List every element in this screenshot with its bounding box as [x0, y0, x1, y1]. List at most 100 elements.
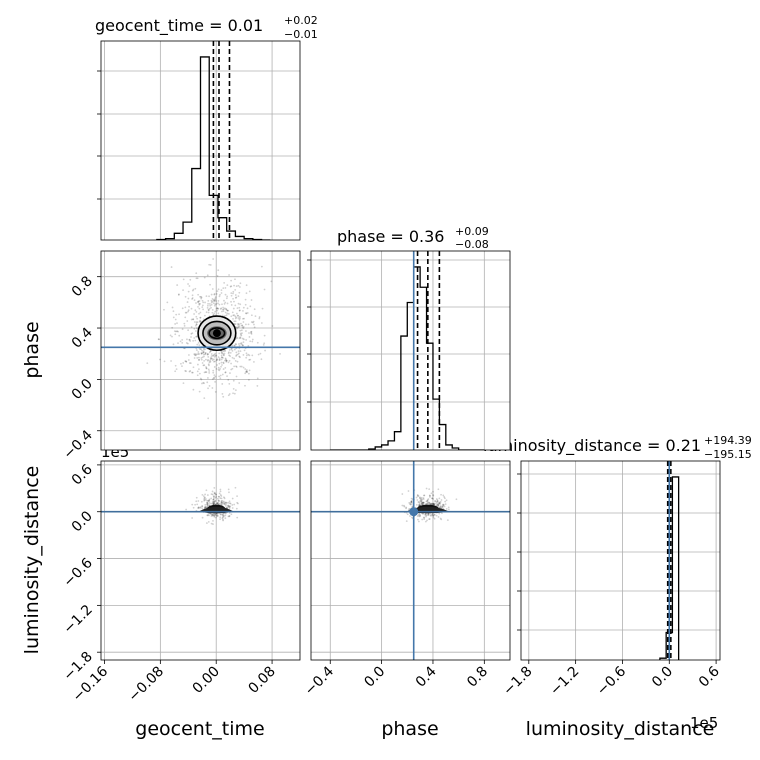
scatter-point — [238, 355, 241, 358]
scatter-point — [431, 497, 433, 500]
scatter-point — [209, 358, 212, 361]
scatter-point — [233, 365, 236, 368]
scatter-point — [194, 353, 197, 355]
scatter-point — [216, 515, 219, 517]
scatter-point — [201, 516, 204, 519]
scatter-point — [223, 352, 226, 355]
scatter-point — [228, 505, 231, 508]
scatter-point — [219, 374, 222, 377]
scatter-point — [217, 366, 220, 369]
scatter-point — [437, 503, 439, 506]
scatter-point — [200, 357, 203, 359]
scatter-point — [207, 356, 210, 358]
scatter-point — [228, 359, 231, 362]
scatter-point — [222, 368, 225, 370]
scatter-point — [222, 354, 225, 357]
scatter-point — [169, 334, 172, 337]
scatter-point — [237, 325, 240, 327]
title-phase: phase = 0.36 +0.09 −0.08 — [337, 225, 489, 251]
title-phase-minus: −0.08 — [455, 238, 489, 251]
scatter-point — [223, 497, 226, 500]
scatter-point — [219, 308, 222, 310]
scatter-point — [439, 500, 442, 503]
scatter-point — [223, 307, 226, 310]
scatter-point — [232, 297, 234, 300]
scatter-point — [193, 321, 196, 323]
scatter-point — [146, 362, 149, 365]
scatter-point — [245, 356, 248, 359]
scatter-point — [192, 388, 195, 391]
scatter-point — [433, 513, 436, 516]
scatter-point — [206, 501, 208, 504]
scatter-point — [433, 513, 436, 516]
scatter-point — [245, 330, 247, 332]
scatter-point — [203, 276, 206, 279]
scatter-point — [421, 503, 423, 505]
scatter-point — [235, 375, 238, 378]
scatter-point — [237, 352, 240, 355]
scatter-point — [247, 323, 250, 326]
scatter-point — [218, 362, 221, 365]
scatter-point — [250, 332, 252, 334]
scatter-point — [239, 350, 242, 353]
scatter-point — [228, 349, 231, 351]
scatter-point — [201, 304, 204, 307]
scatter-point — [187, 283, 189, 285]
scatter-point — [222, 310, 225, 313]
hist-panel-geocent-time — [97, 40, 301, 241]
scatter-point — [212, 298, 215, 301]
hist-panel-luminosity-distance-background — [521, 461, 720, 660]
scatter-point — [206, 494, 209, 496]
scatter-point — [203, 353, 205, 356]
scatter-point — [226, 302, 229, 305]
scatter-point — [447, 506, 450, 509]
scatter-point — [202, 308, 204, 311]
scatter-point — [424, 514, 427, 516]
scatter-point — [425, 514, 428, 517]
scatter-point — [239, 332, 242, 335]
scatter-point — [186, 301, 189, 303]
scatter-point — [256, 377, 259, 380]
scatter-point — [208, 302, 211, 305]
scatter-point — [241, 337, 244, 340]
scatter-point — [210, 522, 213, 525]
scatter-point — [438, 501, 441, 504]
scatter-point — [176, 330, 179, 333]
scatter-point — [208, 498, 211, 501]
scatter-point — [184, 316, 187, 319]
scatter-point — [432, 502, 434, 505]
scatter-point — [212, 354, 215, 357]
scatter-point — [204, 353, 207, 356]
scatter-point — [197, 342, 200, 344]
scatter-point — [197, 293, 200, 296]
hist-panel-phase — [307, 250, 511, 451]
scatter-point — [200, 297, 203, 300]
scatter-point — [239, 317, 241, 320]
scatter-point — [210, 502, 212, 505]
scatter-point — [244, 298, 247, 301]
scatter-point — [215, 515, 218, 517]
scatter-point — [209, 350, 212, 353]
scatter-point — [246, 307, 249, 310]
scatter-point — [195, 310, 198, 313]
scatter-point — [425, 502, 428, 505]
scatter-point — [203, 498, 206, 501]
scatter-point — [228, 274, 230, 276]
scatter-point — [206, 306, 209, 309]
scatter-point — [212, 503, 215, 505]
scatter-point — [418, 504, 421, 506]
scatter-point — [188, 362, 191, 364]
scatter-point — [206, 304, 209, 307]
scatter-point — [426, 500, 429, 502]
scatter-point — [236, 312, 238, 315]
scatter-point — [238, 318, 241, 321]
scatter-point — [204, 506, 207, 509]
scatter-point — [216, 309, 219, 312]
scatter-point — [186, 320, 189, 322]
scatter-point — [213, 514, 216, 517]
scatter-point — [185, 508, 188, 511]
scatter-point — [202, 351, 205, 354]
scatter-point — [222, 287, 225, 289]
scatter-point — [188, 338, 191, 341]
scatter-point — [229, 285, 232, 288]
